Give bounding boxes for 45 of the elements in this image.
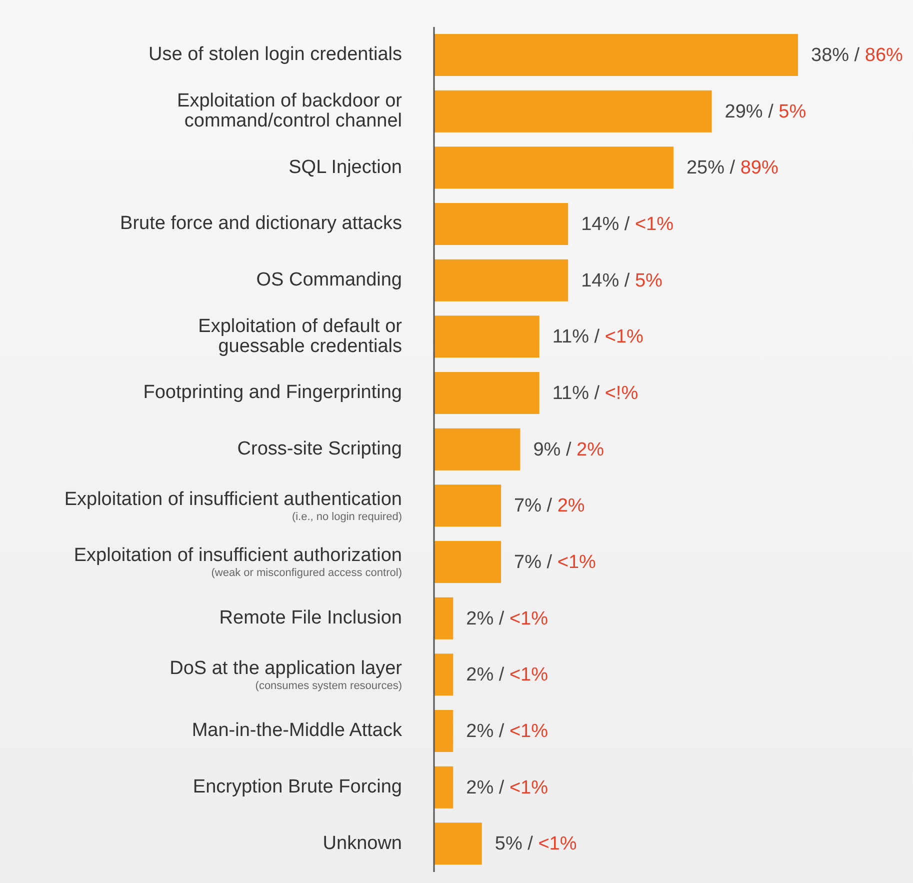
y-tick-label: Exploitation of insufficient authorization (weak or misconfigured access control) <box>74 545 402 580</box>
data-label: 11% / <1% <box>552 326 644 348</box>
y-tick-label: Unknown <box>322 832 402 854</box>
bar <box>434 259 568 302</box>
data-label: 2% / <1% <box>466 664 548 686</box>
bar <box>434 541 502 583</box>
y-tick-label: Footprinting and Fingerprinting <box>143 382 402 404</box>
bar <box>434 597 454 640</box>
data-label: 2% / <1% <box>466 721 548 742</box>
bar <box>434 766 454 808</box>
y-tick-label: OS Commanding <box>256 270 402 290</box>
data-label: 7% / 2% <box>514 496 585 517</box>
data-label: 29% / 5% <box>724 101 806 122</box>
data-label: 11% / <!% <box>552 383 638 404</box>
data-label: 14% / 5% <box>581 270 663 292</box>
y-tick-label: Remote File Inclusion <box>219 608 402 628</box>
data-label: 9% / 2% <box>533 439 604 460</box>
y-tick-label: DoS at the application layer (consumes system resources) <box>170 658 403 692</box>
bar <box>434 654 454 696</box>
data-label: 38% / 86% <box>811 45 904 66</box>
bar <box>434 372 540 414</box>
data-label: 2% / <1% <box>466 608 548 630</box>
data-label: 2% / <1% <box>466 777 548 798</box>
data-label: 5% / <1% <box>494 834 577 855</box>
bar <box>434 146 674 189</box>
bar <box>434 34 798 76</box>
data-label: 14% / <1% <box>581 214 674 235</box>
y-tick-label: Brute force and dictionary attacks <box>120 213 402 234</box>
y-tick-label: Use of stolen login credentials <box>148 44 402 66</box>
bar <box>434 90 712 132</box>
bar <box>434 428 520 470</box>
data-label: 25% / 89% <box>686 158 778 179</box>
bar <box>434 316 540 358</box>
bar <box>434 822 482 865</box>
y-tick-label: Man-in-the-Middle Attack <box>192 720 402 742</box>
bar <box>434 484 502 527</box>
y-tick-label: Exploitation of backdoor or command/control channel <box>177 90 403 132</box>
bar <box>434 203 568 245</box>
bar <box>434 710 454 752</box>
data-label: 7% / <1% <box>514 552 596 573</box>
y-tick-label: SQL Injection <box>288 156 402 178</box>
y-tick-label: Encryption Brute Forcing <box>192 776 402 798</box>
y-tick-label: Exploitation of default or guessable credentials <box>198 316 403 357</box>
y-tick-label: Exploitation of insufficient authentication (i.e., no login required) <box>64 488 402 523</box>
y-tick-label: Cross-site Scripting <box>237 438 402 460</box>
